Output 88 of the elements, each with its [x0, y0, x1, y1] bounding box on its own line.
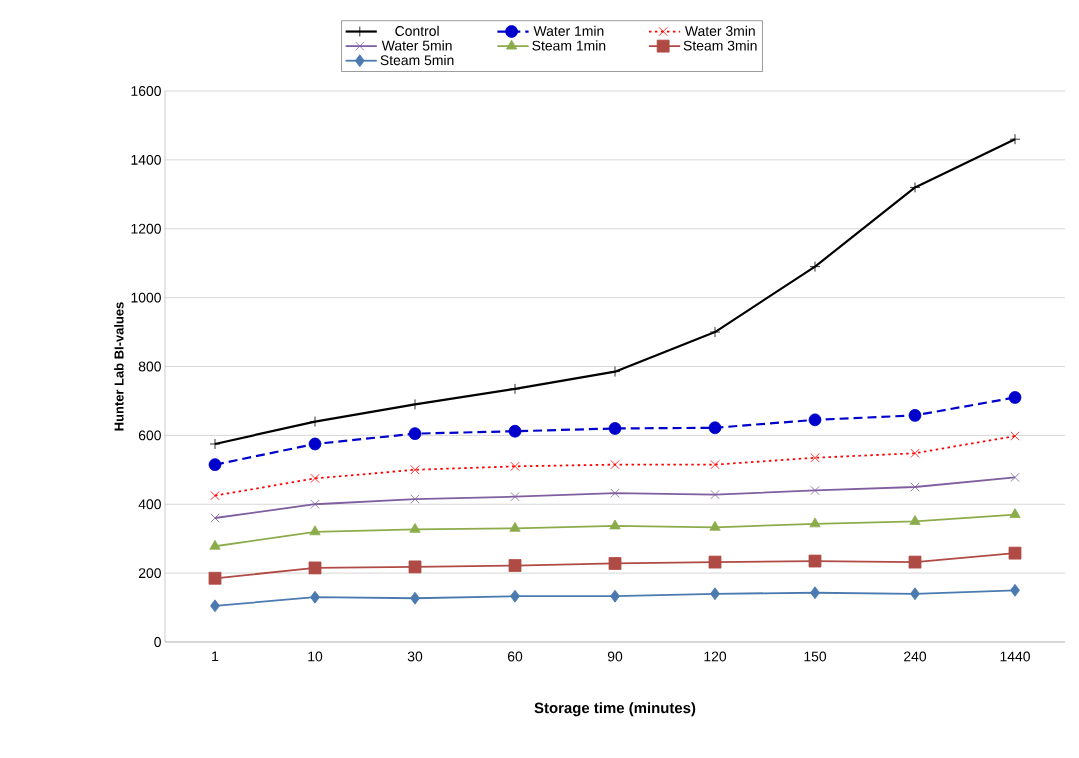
legend-label: Water 1min — [533, 25, 604, 36]
point — [409, 522, 421, 533]
point — [308, 437, 322, 451]
y-tick-label: 1000 — [131, 292, 161, 303]
point — [509, 521, 521, 532]
point — [1010, 431, 1020, 441]
point — [310, 590, 320, 604]
y-tick-label: 200 — [138, 568, 161, 579]
x-tick-label: 1 — [212, 651, 219, 662]
point — [410, 494, 420, 504]
point — [610, 488, 620, 498]
x-axis-title: Storage time (minutes) — [534, 702, 696, 717]
point — [210, 599, 220, 613]
legend-label: Water 3min — [684, 25, 755, 36]
legend-label: Steam 3min — [683, 40, 757, 51]
point — [1009, 508, 1021, 518]
point — [808, 554, 822, 568]
legend-label: Steam 5min — [380, 54, 454, 66]
point — [308, 561, 322, 575]
point — [409, 398, 421, 410]
x-tick-label: 150 — [804, 651, 827, 662]
point — [310, 473, 320, 484]
point — [1009, 133, 1021, 145]
y-axis-title: Hunter Lab BI-values — [114, 302, 124, 431]
point — [208, 571, 222, 585]
point — [509, 383, 521, 395]
point — [709, 326, 721, 338]
point — [710, 489, 720, 500]
point — [709, 520, 721, 531]
point — [708, 555, 722, 569]
point — [810, 485, 820, 496]
point — [908, 555, 922, 569]
point — [410, 591, 420, 605]
legend-label: Control — [395, 25, 439, 36]
y-tick-label: 1200 — [131, 223, 161, 234]
point — [209, 539, 221, 550]
point — [608, 422, 622, 435]
y-tick-label: 0 — [154, 637, 161, 647]
point — [608, 557, 622, 570]
point — [808, 413, 822, 427]
x-tick-label: 240 — [904, 651, 927, 662]
x-tick-label: 60 — [507, 651, 523, 662]
x-tick-label: 90 — [607, 651, 623, 662]
point — [610, 460, 620, 470]
point — [708, 421, 722, 435]
point — [210, 491, 220, 501]
x-tick-label: 10 — [308, 651, 323, 662]
point — [710, 460, 720, 470]
point — [510, 492, 520, 502]
point — [309, 416, 321, 427]
point — [910, 448, 920, 458]
point — [310, 499, 320, 509]
y-tick-label: 1400 — [131, 154, 161, 165]
point — [1010, 583, 1020, 597]
x-tick-label: 30 — [407, 651, 423, 662]
y-tick-label: 1600 — [131, 86, 161, 96]
point — [809, 517, 821, 528]
legend-label: Water 5min — [381, 40, 452, 51]
x-tick-label: 120 — [704, 651, 727, 662]
legend-label: Steam 1min — [532, 40, 606, 51]
point — [1008, 391, 1022, 404]
point — [508, 424, 522, 438]
point — [510, 461, 520, 471]
point — [810, 453, 820, 463]
point — [610, 589, 620, 603]
point — [609, 519, 621, 530]
point — [410, 465, 420, 475]
y-tick-label: 600 — [138, 430, 161, 441]
point — [609, 366, 621, 378]
point — [408, 427, 422, 441]
y-tick-label: 400 — [138, 499, 161, 510]
point — [1008, 546, 1022, 560]
point — [909, 515, 921, 525]
point — [510, 589, 520, 603]
point — [408, 560, 422, 574]
point — [1010, 472, 1020, 482]
point — [710, 587, 720, 601]
point — [908, 409, 922, 422]
point — [810, 586, 820, 600]
y-tick-label: 800 — [138, 361, 161, 372]
x-tick-label: 1440 — [1000, 651, 1030, 662]
point — [910, 587, 920, 601]
point — [508, 559, 522, 572]
point — [208, 458, 222, 472]
point — [209, 438, 221, 450]
point — [809, 261, 821, 272]
point — [309, 525, 321, 536]
point — [909, 182, 921, 193]
